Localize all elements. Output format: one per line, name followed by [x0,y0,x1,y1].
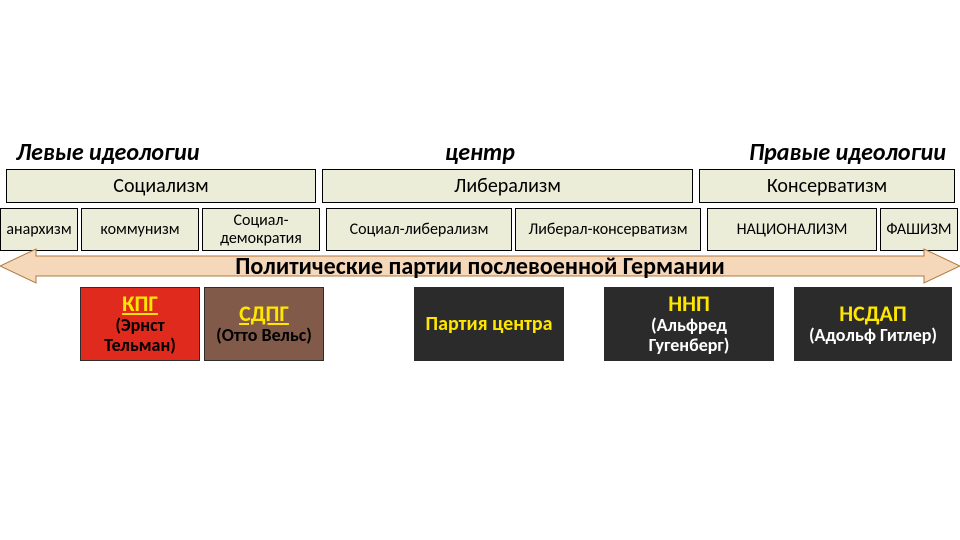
center-ideology-label: центр [320,138,640,167]
party-center-name: Партия центра [425,313,552,335]
major-conservatism: Консерватизм [699,169,955,203]
party-nnp: ННП (Альфред Гугенберг) [604,287,774,361]
sub-nationalism: НАЦИОНАЛИЗМ [707,208,877,251]
sub-ideology-row: анархизм коммунизм Социал-демократия Соц… [0,208,960,251]
party-sdpg-sub: (Отто Вельс) [216,326,312,346]
spectrum-header: Левые идеологии центр Правые идеологии [0,138,960,167]
party-kpg-name: КПГ [122,292,158,316]
parties-row: КПГ (Эрнст Тельман) СДПГ (Отто Вельс) Па… [0,287,960,361]
party-nnp-name: ННП [668,292,710,316]
spectrum-arrow: Политические партии послевоенной Германи… [0,247,960,285]
party-kpg-sub: (Эрнст Тельман) [87,316,193,356]
arrow-title: Политические партии послевоенной Германи… [0,252,960,281]
major-socialism: Социализм [6,169,316,203]
party-nsdap: НСДАП (Адольф Гитлер) [794,287,952,361]
party-sdpg-name: СДПГ [239,302,289,326]
party-nsdap-name: НСДАП [839,302,907,326]
sub-liberal-conservatism: Либерал-консерватизм [515,208,701,251]
major-ideology-row: Социализм Либерализм Консерватизм [0,169,960,203]
party-sdpg: СДПГ (Отто Вельс) [204,287,324,361]
party-nsdap-sub: (Адольф Гитлер) [809,326,937,346]
sub-communism: коммунизм [81,208,199,251]
sub-fascism: ФАШИЗМ [880,208,958,251]
left-ideology-label: Левые идеологии [0,138,320,167]
sub-social-liberalism: Социал-либерализм [326,208,512,251]
sub-social-democracy: Социал-демократия [202,208,320,251]
sub-anarchism: анархизм [0,208,78,251]
party-kpg: КПГ (Эрнст Тельман) [80,287,200,361]
party-nnp-sub: (Альфред Гугенберг) [611,316,767,356]
major-liberalism: Либерализм [322,169,693,203]
right-ideology-label: Правые идеологии [640,138,960,167]
party-center: Партия центра [414,287,564,361]
